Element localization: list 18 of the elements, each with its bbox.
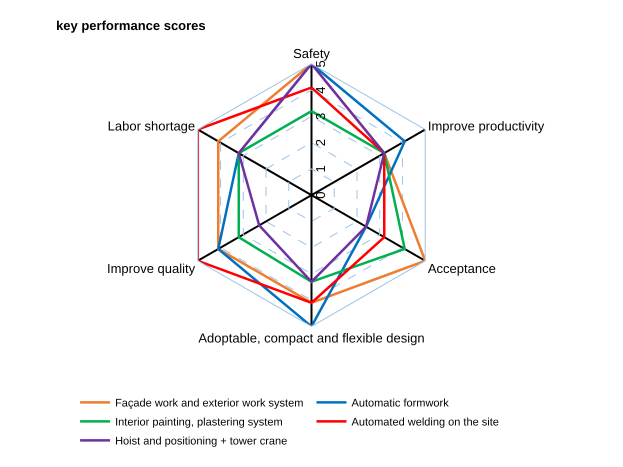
y-tick-label: 4 [313,86,328,94]
legend-label: Automated welding on the site [352,416,499,429]
spoke-label: Labor shortage [108,118,196,134]
y-tick-label: 0 [313,192,328,199]
spoke-label: Improve quality [106,260,196,276]
legend-label: Façade work and exterior work system [115,398,304,410]
spoke-label: Safety [293,46,330,62]
legend-label: Hoist and positioning + tower crane [115,436,288,448]
chart-title: key performance scores [56,18,206,34]
y-tick-label: 2 [313,139,328,146]
spoke-label: Adoptable, compact and flexible design [198,330,425,346]
y-tick-label: 3 [313,112,328,120]
y-tick-label: 5 [313,60,328,68]
legend-label: Automatic formwork [352,398,450,410]
spoke-label: Acceptance [428,260,496,276]
spoke-label: Improve productivity [428,118,545,134]
legend-label: Interior painting, plastering system [115,416,283,429]
y-tick-label: 1 [313,165,328,173]
